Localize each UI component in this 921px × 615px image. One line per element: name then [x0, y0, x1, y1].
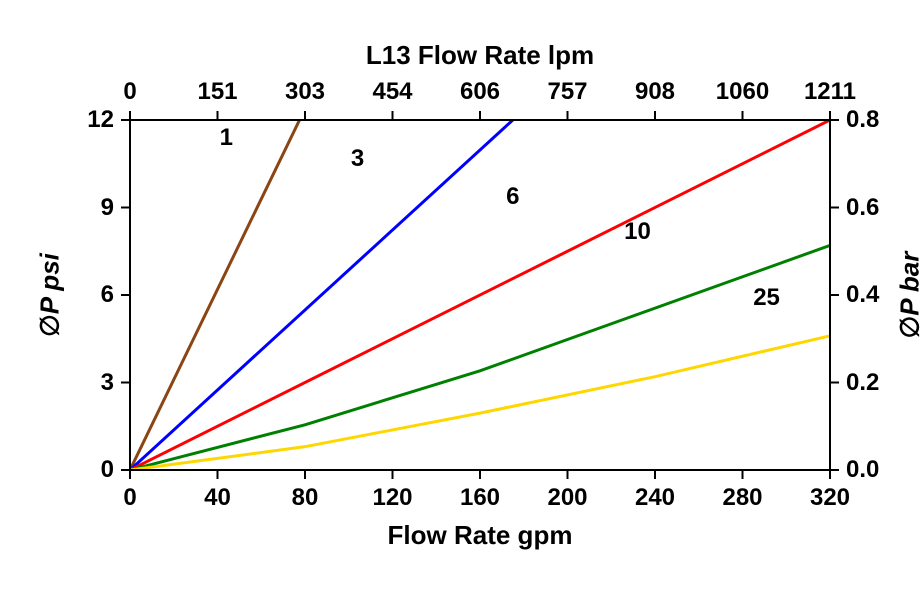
top-axis-title: L13 Flow Rate lpm [366, 40, 594, 71]
bottom-axis-title: Flow Rate gpm [388, 520, 573, 551]
y-left-tick-label: 9 [101, 194, 114, 222]
series-label: 1 [220, 124, 233, 152]
x-bottom-tick-label: 200 [547, 484, 587, 512]
chart-container: { "chart": { "type": "line", "background… [0, 0, 921, 615]
series-label: 25 [753, 284, 780, 312]
x-bottom-tick-label: 320 [810, 484, 850, 512]
right-axis-title: ∅P bar [895, 252, 921, 339]
x-top-tick-label: 908 [635, 78, 675, 106]
x-bottom-tick-label: 160 [460, 484, 500, 512]
y-left-tick-label: 6 [101, 281, 114, 309]
x-bottom-tick-label: 240 [635, 484, 675, 512]
x-top-tick-label: 606 [460, 78, 500, 106]
series-label: 10 [624, 218, 651, 246]
y-left-tick-label: 3 [101, 369, 114, 397]
series-label: 3 [351, 145, 364, 173]
x-top-tick-label: 303 [285, 78, 325, 106]
y-right-tick-label: 0.0 [846, 456, 879, 484]
y-right-tick-label: 0.8 [846, 106, 879, 134]
y-left-tick-label: 12 [87, 106, 114, 134]
x-bottom-tick-label: 0 [123, 484, 136, 512]
x-bottom-tick-label: 280 [722, 484, 762, 512]
x-bottom-tick-label: 40 [204, 484, 231, 512]
x-bottom-tick-label: 120 [372, 484, 412, 512]
x-top-tick-label: 757 [547, 78, 587, 106]
x-bottom-tick-label: 80 [292, 484, 319, 512]
x-top-tick-label: 1211 [804, 78, 856, 106]
x-top-tick-label: 1060 [716, 78, 769, 106]
y-right-tick-label: 0.4 [846, 281, 879, 309]
left-axis-title: ∅P psi [35, 253, 66, 337]
y-right-tick-label: 0.6 [846, 194, 879, 222]
x-top-tick-label: 151 [197, 78, 237, 106]
x-top-tick-label: 454 [372, 78, 412, 106]
x-top-tick-label: 0 [123, 78, 136, 106]
y-right-tick-label: 0.2 [846, 369, 879, 397]
y-left-tick-label: 0 [101, 456, 114, 484]
series-label: 6 [506, 183, 519, 211]
